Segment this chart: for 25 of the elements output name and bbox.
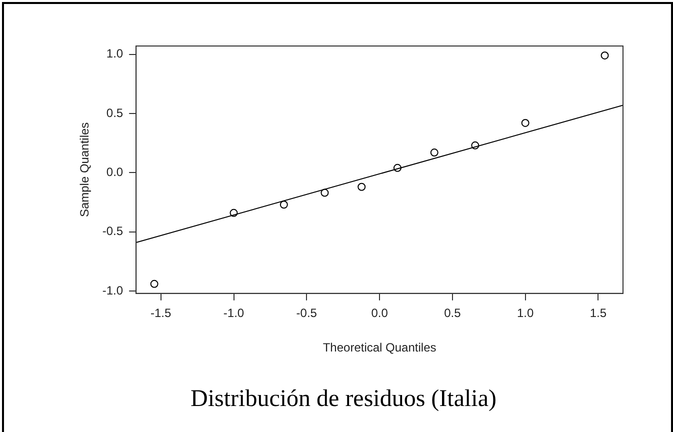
point — [150, 280, 158, 288]
x-tick-label: -1.0 — [223, 306, 244, 320]
x-tick-label: -1.5 — [150, 306, 172, 320]
y-tick-label: -0.5 — [102, 224, 124, 238]
x-tick-label: -0.5 — [296, 306, 318, 320]
point — [430, 148, 438, 157]
y-tick-label: 0.5 — [106, 106, 124, 120]
y-axis-title: Sample Quantiles — [78, 122, 92, 218]
x-tick-label: 0.5 — [444, 306, 462, 320]
x-tick-label: 0.0 — [371, 306, 388, 320]
y-tick-label: 0.0 — [106, 164, 124, 179]
point — [600, 51, 609, 60]
y-tick-label: 1.0 — [106, 46, 124, 61]
y-tick-label: -1.0 — [102, 283, 124, 298]
text: Distribución de residuos (Italia) — [190, 386, 496, 412]
x-axis-title: Theoretical Quantiles — [322, 340, 436, 354]
point — [280, 200, 288, 209]
point — [471, 141, 480, 150]
point — [230, 208, 238, 217]
point — [320, 188, 329, 197]
point — [358, 182, 366, 191]
x-tick-label: 1.5 — [590, 306, 607, 320]
x-tick-label: 1.0 — [516, 306, 534, 320]
point — [521, 118, 530, 127]
point — [393, 164, 402, 172]
